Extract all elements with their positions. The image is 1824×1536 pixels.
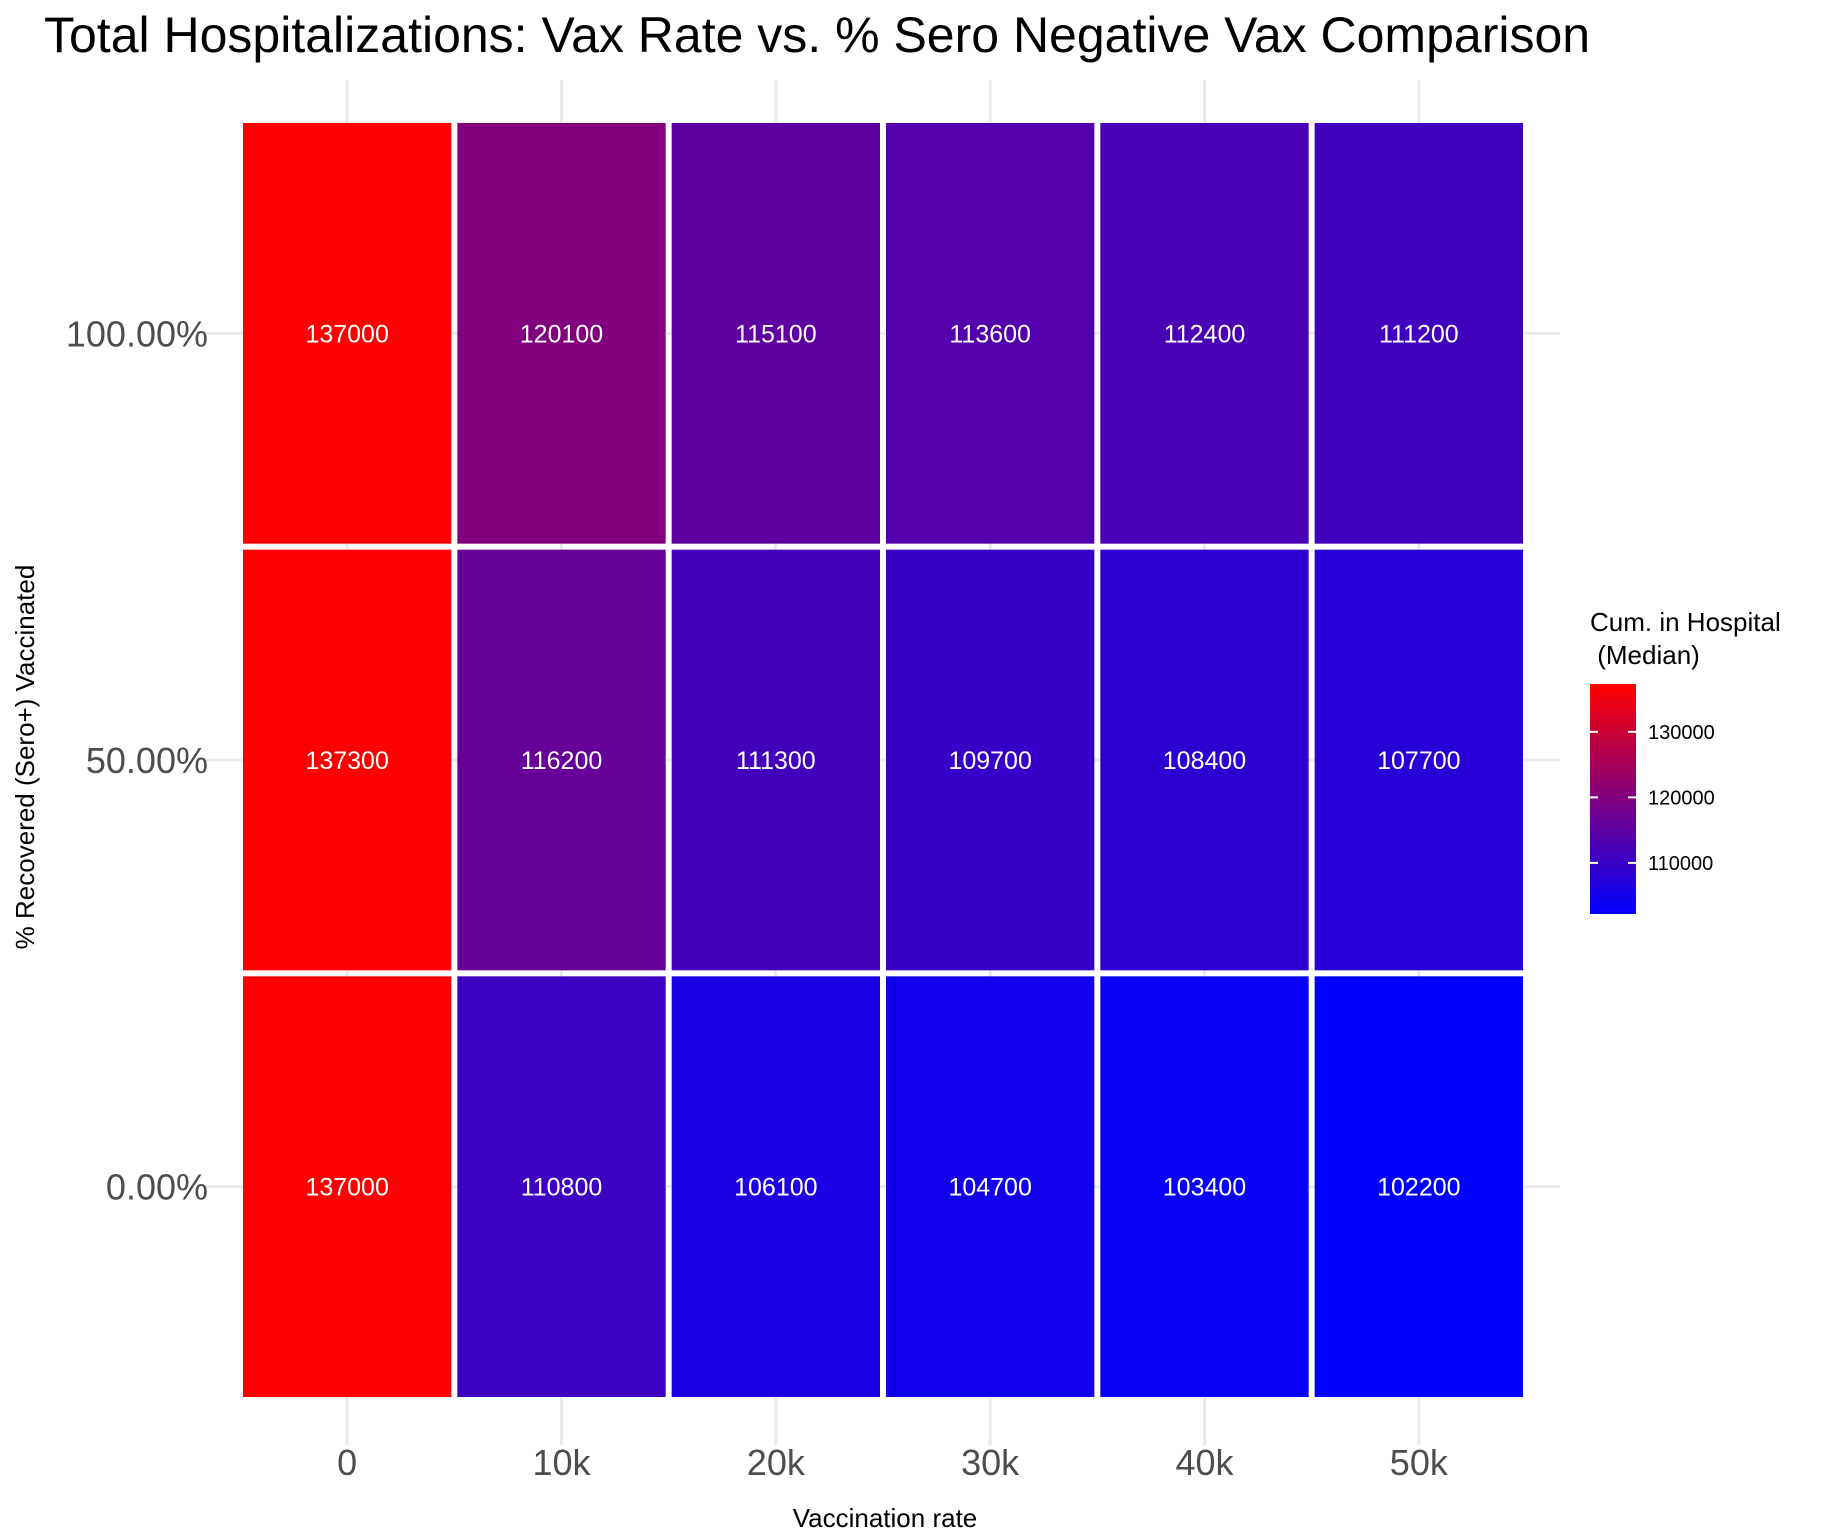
cell-label-0-00-30k: 104700 (948, 1174, 1031, 1202)
cell-label-100-00-30k: 113600 (949, 320, 1031, 348)
legend-tick-label-130000: 130000 (1648, 722, 1715, 744)
cell-label-50-00-50k: 107700 (1377, 747, 1460, 775)
legend-tick-label-110000: 110000 (1648, 853, 1713, 875)
cell-label-100-00-40k: 112400 (1164, 320, 1246, 348)
heatmap-cell-0-00-10k (457, 976, 666, 1397)
heatmap-cell-0-00-50k (1314, 976, 1523, 1397)
x-axis-ticks: 0 10k 20k 30k 40k 50k (337, 1442, 1449, 1483)
y-tick-label-100-00: 100.00% (66, 313, 208, 354)
heatmap-cell-100-00-40k (1100, 123, 1309, 544)
color-legend: Cum. in Hospital (Median) 130000 120000 11… (1590, 607, 1781, 914)
cell-label-50-00-30k: 109700 (948, 747, 1031, 775)
x-axis-title: Vaccination rate (793, 1503, 978, 1533)
legend-title-line2: (Median) (1590, 640, 1700, 670)
chart-title: Total Hospitalizations: Vax Rate vs. % S… (44, 7, 1590, 63)
cell-label-50-00-40k: 108400 (1163, 747, 1246, 775)
legend-tick-label-120000: 120000 (1648, 787, 1715, 809)
legend-title-line1: Cum. in Hospital (1590, 607, 1781, 637)
cell-label-0-00-40k: 103400 (1163, 1174, 1246, 1202)
x-tick-label-10k: 10k (532, 1442, 591, 1483)
cell-label-0-00-50k: 102200 (1377, 1174, 1460, 1202)
heatmap-cell-100-00-10k (457, 123, 666, 544)
y-tick-label-50-00: 50.00% (86, 740, 208, 781)
cell-label-50-00-0: 137300 (305, 747, 388, 775)
heatmap-cell-50-00-10k (457, 549, 666, 971)
heatmap-cell-labels: 137000 120100 115100 113600 112400 111200 1373… (305, 320, 1460, 1201)
heatmap-cell-0-00-40k (1100, 976, 1309, 1397)
heatmap-cell-50-00-30k (886, 549, 1095, 971)
x-tick-label-40k: 40k (1175, 1442, 1234, 1483)
heatmap-cell-0-00-20k (671, 976, 880, 1397)
cell-label-0-00-0: 137000 (305, 1174, 388, 1202)
heatmap-cell-100-00-30k (886, 123, 1095, 544)
x-tick-label-0: 0 (337, 1442, 357, 1483)
heatmap-cell-50-00-40k (1100, 549, 1309, 971)
cell-label-0-00-20k: 106100 (734, 1174, 817, 1202)
y-tick-label-0-00: 0.00% (106, 1167, 208, 1208)
y-axis-title: % Recovered (Sero+) Vaccinated (10, 565, 40, 950)
legend-ticks: 130000 120000 110000 (1590, 722, 1715, 875)
cell-label-100-00-10k: 120100 (520, 320, 603, 348)
heatmap-cells (243, 123, 1523, 1397)
heatmap-cell-50-00-50k (1314, 549, 1523, 971)
heatmap-cell-0-00-0 (243, 976, 452, 1397)
heatmap-cell-100-00-50k (1314, 123, 1523, 544)
cell-label-100-00-0: 137000 (305, 320, 388, 348)
x-tick-label-50k: 50k (1390, 1442, 1449, 1483)
legend-colorbar (1590, 684, 1636, 914)
cell-label-100-00-50k: 111200 (1379, 320, 1459, 348)
cell-label-100-00-20k: 115100 (735, 320, 817, 348)
cell-label-50-00-20k: 111300 (736, 747, 816, 775)
heatmap-cell-0-00-30k (886, 976, 1095, 1397)
cell-label-0-00-10k: 110800 (521, 1174, 603, 1202)
heatmap-cell-100-00-20k (671, 123, 880, 544)
x-tick-label-30k: 30k (961, 1442, 1020, 1483)
x-tick-label-20k: 20k (747, 1442, 806, 1483)
heatmap-cell-50-00-0 (243, 549, 452, 971)
heatmap-cell-100-00-0 (243, 123, 452, 544)
cell-label-50-00-10k: 116200 (521, 747, 603, 775)
heatmap-cell-50-00-20k (671, 549, 880, 971)
y-axis-ticks: 100.00% 50.00% 0.00% (66, 313, 208, 1207)
